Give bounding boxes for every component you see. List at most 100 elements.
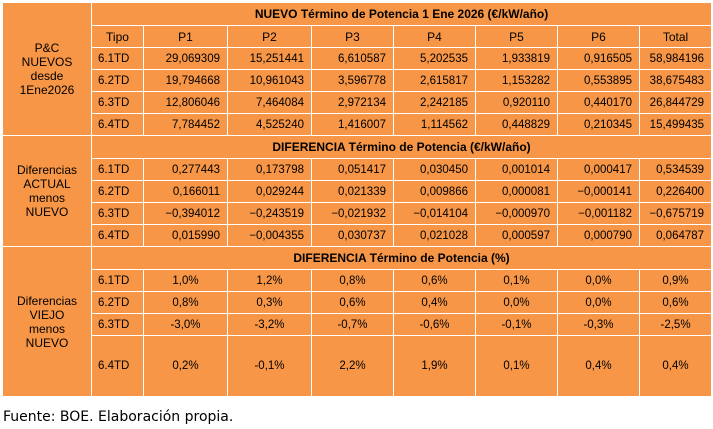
cell-p3: 3,596778 [311, 69, 394, 92]
cell-total: −0,675719 [638, 202, 713, 225]
cell-p3: -0,7% [311, 313, 394, 336]
table-row: 6.3TD −0,394012 −0,243519 −0,021932 −0,0… [3, 202, 713, 225]
cell-tipo: 6.2TD [91, 69, 144, 92]
cell-p3: 0,051417 [311, 158, 394, 181]
cell-p1: 0,2% [143, 335, 228, 397]
section-3-title: DIFERENCIA Término de Potencia (%) [90, 246, 713, 270]
cell-p6: 0,916505 [557, 47, 640, 70]
cell-p3: 2,2% [311, 335, 394, 397]
table-row: 6.3TD -3,0% -3,2% -0,7% -0,6% -0,1% -0,3… [3, 313, 713, 336]
cell-p3: 1,416007 [311, 113, 394, 136]
cell-p2: 15,251441 [227, 47, 312, 70]
cell-tipo: 6.2TD [91, 180, 144, 203]
cell-p1: 0,166011 [143, 180, 228, 203]
cell-total: 0,226400 [638, 180, 713, 203]
table-row: 6.2TD 0,8% 0,3% 0,6% 0,4% 0,0% 0,0% 0,6% [3, 291, 713, 314]
cell-p6: 0,553895 [557, 69, 640, 92]
section-2-side-label: Diferencias ACTUAL menos NUEVO [2, 135, 92, 247]
source-note: Fuente: BOE. Elaboración propia. [3, 409, 234, 425]
cell-p6: 0,440170 [557, 91, 640, 114]
cell-p1: -3,0% [143, 313, 228, 336]
cell-p3: 2,972134 [311, 91, 394, 114]
table-row: 6.4TD 0,2% -0,1% 2,2% 1,9% 0,1% 0,4% 0,4… [3, 335, 713, 397]
cell-p5: -0,1% [475, 313, 558, 336]
header-p3: P3 [311, 25, 394, 48]
cell-p1: 12,806046 [143, 91, 228, 114]
cell-p5: 0,448829 [475, 113, 558, 136]
cell-p2: 0,029244 [227, 180, 312, 203]
cell-p4: -0,6% [393, 313, 476, 336]
cell-p1: 29,069309 [143, 47, 228, 70]
cell-p4: 0,009866 [393, 180, 476, 203]
cell-p5: 0,1% [475, 335, 558, 397]
cell-p6: −0,000141 [557, 180, 640, 203]
cell-p1: 7,784452 [143, 113, 228, 136]
cell-p4: 0,4% [393, 291, 476, 314]
cell-p5: 0,001014 [475, 158, 558, 181]
section-3-side-label: Diferencias VIEJO menos NUEVO [2, 246, 92, 397]
header-p5: P5 [475, 25, 558, 48]
cell-p5: 1,153282 [475, 69, 558, 92]
cell-total: 0,6% [638, 291, 713, 314]
cell-tipo: 6.3TD [91, 313, 144, 336]
cell-p2: 7,464084 [227, 91, 312, 114]
cell-p1: −0,394012 [143, 202, 228, 225]
cell-p3: 0,6% [311, 291, 394, 314]
cell-total: 0,534539 [638, 158, 713, 181]
cell-p6: 0,4% [557, 335, 640, 397]
power-term-table: P&C NUEVOS desde 1Ene2026 NUEVO Término … [2, 2, 713, 397]
cell-total: -2,5% [638, 313, 713, 336]
cell-total: 38,675483 [638, 69, 713, 92]
cell-p4: 0,021028 [393, 224, 476, 247]
header-row: Tipo P1 P2 P3 P4 P5 P6 Total [3, 25, 713, 48]
cell-tipo: 6.3TD [91, 91, 144, 114]
cell-p6: −0,001182 [557, 202, 640, 225]
table-row: 6.1TD 1,0% 1,2% 0,8% 0,6% 0,1% 0,0% 0,9% [3, 269, 713, 292]
table-row: 6.2TD 19,794668 10,961043 3,596778 2,615… [3, 69, 713, 92]
cell-p5: 0,0% [475, 291, 558, 314]
cell-p6: 0,0% [557, 291, 640, 314]
cell-p6: 0,210345 [557, 113, 640, 136]
cell-p1: 0,277443 [143, 158, 228, 181]
cell-p3: 0,021339 [311, 180, 394, 203]
cell-tipo: 6.3TD [91, 202, 144, 225]
table-row: 6.1TD 29,069309 15,251441 6,610587 5,202… [3, 47, 713, 70]
cell-p6: -0,3% [557, 313, 640, 336]
cell-p2: 4,525240 [227, 113, 312, 136]
cell-total: 26,844729 [638, 91, 713, 114]
cell-p4: 1,114562 [393, 113, 476, 136]
table-row: 6.4TD 7,784452 4,525240 1,416007 1,11456… [3, 113, 713, 136]
cell-p2: 0,3% [227, 291, 312, 314]
cell-p2: −0,243519 [227, 202, 312, 225]
cell-total: 0,064787 [638, 224, 713, 247]
cell-total: 0,9% [638, 269, 713, 292]
cell-p2: 1,2% [227, 269, 312, 292]
cell-tipo: 6.1TD [91, 47, 144, 70]
table-row: 6.3TD 12,806046 7,464084 2,972134 2,2421… [3, 91, 713, 114]
section-2-title: DIFERENCIA Término de Potencia (€/kW/año… [90, 135, 713, 159]
header-tipo: Tipo [91, 25, 144, 48]
cell-p6: 0,0% [557, 269, 640, 292]
cell-p4: 1,9% [393, 335, 476, 397]
header-p4: P4 [393, 25, 476, 48]
cell-p3: 0,8% [311, 269, 394, 292]
section-1-side-label: P&C NUEVOS desde 1Ene2026 [2, 2, 92, 136]
cell-p3: −0,021932 [311, 202, 394, 225]
tariff-table-container: P&C NUEVOS desde 1Ene2026 NUEVO Término … [2, 2, 713, 397]
cell-p4: 0,030450 [393, 158, 476, 181]
cell-total: 15,499435 [638, 113, 713, 136]
cell-p5: 0,000081 [475, 180, 558, 203]
table-row: 6.2TD 0,166011 0,029244 0,021339 0,00986… [3, 180, 713, 203]
header-p6: P6 [557, 25, 640, 48]
cell-total: 0,4% [638, 335, 713, 397]
table-row: 6.1TD 0,277443 0,173798 0,051417 0,03045… [3, 158, 713, 181]
cell-p1: 19,794668 [143, 69, 228, 92]
cell-p3: 6,610587 [311, 47, 394, 70]
cell-tipo: 6.1TD [91, 158, 144, 181]
cell-p1: 0,015990 [143, 224, 228, 247]
section-1-title: NUEVO Término de Potencia 1 Ene 2026 (€/… [90, 2, 713, 26]
cell-p1: 0,8% [143, 291, 228, 314]
cell-p2: -0,1% [227, 335, 312, 397]
cell-p4: 2,615817 [393, 69, 476, 92]
cell-p2: −0,004355 [227, 224, 312, 247]
